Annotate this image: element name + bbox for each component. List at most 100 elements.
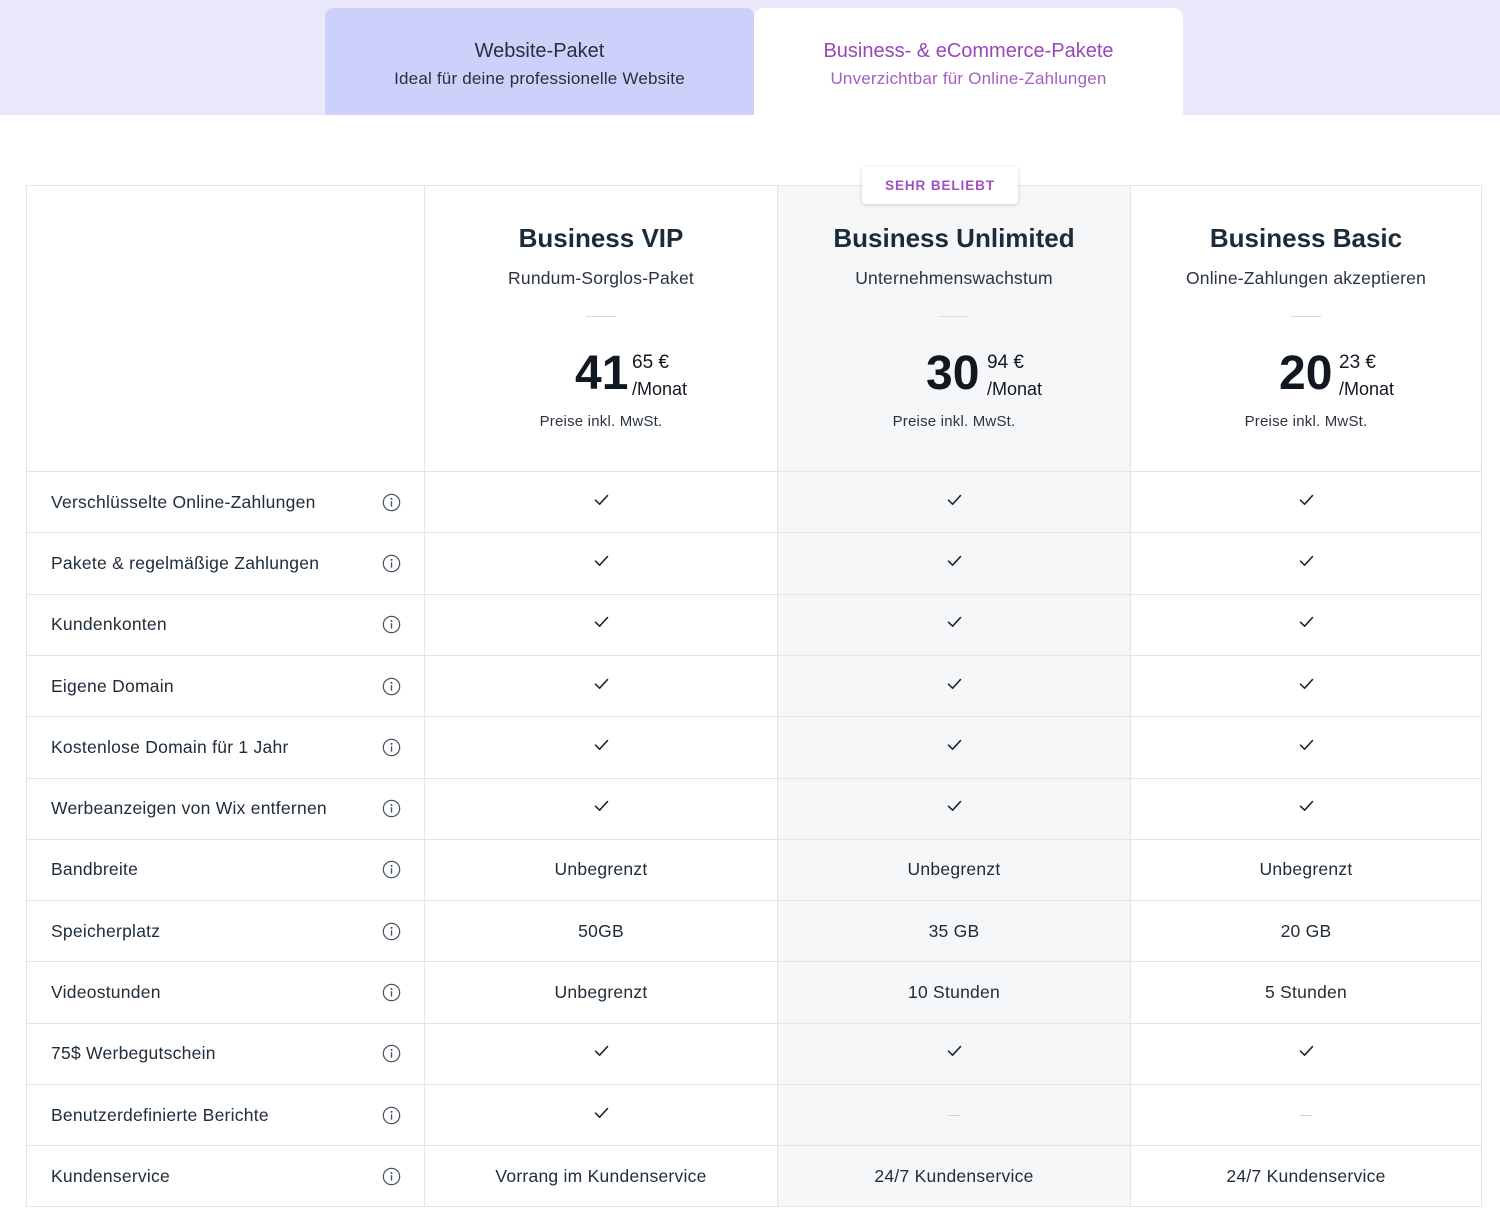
price-note: Preise inkl. MwSt. [1244, 413, 1368, 430]
price-period: /Monat [987, 379, 1043, 399]
check-icon [594, 555, 609, 566]
feature-label: Benutzerdefinierte Berichte [51, 1105, 269, 1125]
tab-business-ecommerce-pakete[interactable]: Business- & eCommerce-Pakete Unverzichtb… [754, 8, 1183, 115]
feature-value: 5 Stunden [1264, 982, 1348, 1002]
divider [939, 316, 969, 317]
row-divider [27, 900, 1481, 901]
feature-label: Pakete & regelmäßige Zahlungen [51, 553, 320, 573]
row-divider [27, 839, 1481, 840]
info-icon[interactable] [382, 1044, 401, 1063]
check-icon [947, 616, 962, 627]
feature-value: Unbegrenzt [554, 982, 648, 1002]
check-icon [947, 1045, 962, 1056]
feature-label: Kundenkonten [51, 614, 167, 634]
feature-value: Unbegrenzt [1259, 859, 1353, 879]
feature-label: Verschlüsselte Online-Zahlungen [51, 492, 316, 512]
check-icon [594, 616, 609, 627]
plan-name: Business Unlimited [833, 223, 1075, 253]
row-divider [27, 778, 1481, 779]
row-divider [27, 716, 1481, 717]
check-icon [947, 494, 962, 505]
check-icon [594, 678, 609, 689]
price-note: Preise inkl. MwSt. [539, 413, 663, 430]
column-divider [424, 186, 425, 1206]
info-icon[interactable] [382, 738, 401, 757]
check-icon [947, 555, 962, 566]
price-integer: 20 [1279, 347, 1333, 400]
row-divider [27, 471, 1481, 472]
feature-label: Werbeanzeigen von Wix entfernen [51, 798, 327, 818]
feature-value: Unbegrenzt [907, 859, 1001, 879]
check-icon [947, 800, 962, 811]
price-integer: 41 [575, 347, 629, 400]
plan-subtitle: Unternehmenswachstum [855, 268, 1053, 288]
feature-label: Kostenlose Domain für 1 Jahr [51, 737, 289, 757]
info-icon[interactable] [382, 860, 401, 879]
check-icon [594, 494, 609, 505]
info-icon[interactable] [382, 677, 401, 696]
divider [1291, 316, 1321, 317]
price-integer: 30 [926, 347, 980, 400]
tab-title: Website-Paket [474, 40, 605, 62]
tab-website-paket[interactable]: Website-Paket Ideal für deine profession… [325, 8, 754, 115]
plan-name: Business VIP [518, 223, 684, 253]
row-divider [27, 594, 1481, 595]
check-icon [594, 1045, 609, 1056]
highlighted-plan-column [777, 186, 1130, 1206]
check-icon [1299, 555, 1314, 566]
feature-value: 24/7 Kundenservice [874, 1166, 1034, 1186]
price-period: /Monat [1339, 379, 1395, 399]
row-divider [27, 1084, 1481, 1085]
price-decimal: 23 € [1339, 352, 1376, 373]
info-icon[interactable] [382, 1106, 401, 1125]
info-icon[interactable] [382, 922, 401, 941]
column-divider [777, 186, 778, 1206]
info-icon[interactable] [382, 554, 401, 573]
feature-label: Videostunden [51, 982, 161, 1002]
plan-comparison-table: Business VIP Rundum-Sorglos-Paket 41 65 … [26, 185, 1482, 1207]
price-note: Preise inkl. MwSt. [892, 413, 1016, 430]
feature-label: 75$ Werbegutschein [51, 1043, 216, 1063]
check-icon [1299, 739, 1314, 750]
tab-title: Business- & eCommerce-Pakete [823, 40, 1114, 62]
info-icon[interactable] [382, 983, 401, 1002]
check-icon [594, 1107, 609, 1118]
tab-subtitle: Ideal für deine professionelle Website [394, 69, 685, 88]
tab-subtitle: Unverzichtbar für Online-Zahlungen [830, 69, 1107, 88]
info-icon[interactable] [382, 1167, 401, 1186]
feature-label: Speicherplatz [51, 921, 161, 941]
check-icon [947, 678, 962, 689]
feature-value: Unbegrenzt [554, 859, 648, 879]
check-icon [1299, 494, 1314, 505]
divider [586, 316, 616, 317]
row-divider [27, 655, 1481, 656]
dash-icon [1300, 1115, 1312, 1116]
popular-badge: SEHR BELIEBT [862, 167, 1018, 204]
check-icon [1299, 1045, 1314, 1056]
price-period: /Monat [632, 379, 688, 399]
dash-icon [948, 1115, 960, 1116]
column-divider [1130, 186, 1131, 1206]
check-icon [1299, 616, 1314, 627]
feature-value: Vorrang im Kundenservice [495, 1166, 707, 1186]
feature-value: 50GB [578, 921, 624, 941]
row-divider [27, 532, 1481, 533]
row-divider [27, 1023, 1481, 1024]
plan-subtitle: Online-Zahlungen akzeptieren [1185, 268, 1427, 288]
info-icon[interactable] [382, 493, 401, 512]
plan-subtitle: Rundum-Sorglos-Paket [508, 268, 694, 288]
check-icon [1299, 800, 1314, 811]
feature-label: Bandbreite [51, 859, 139, 879]
check-icon [594, 739, 609, 750]
check-icon [947, 739, 962, 750]
feature-value: 35 GB [928, 921, 980, 941]
check-icon [1299, 678, 1314, 689]
price-decimal: 65 € [632, 352, 669, 373]
info-icon[interactable] [382, 615, 401, 634]
feature-value: 10 Stunden [907, 982, 1001, 1002]
feature-label: Kundenservice [51, 1166, 171, 1186]
info-icon[interactable] [382, 799, 401, 818]
plan-name: Business Basic [1209, 223, 1403, 253]
row-divider [27, 961, 1481, 962]
feature-value: 20 GB [1280, 921, 1332, 941]
